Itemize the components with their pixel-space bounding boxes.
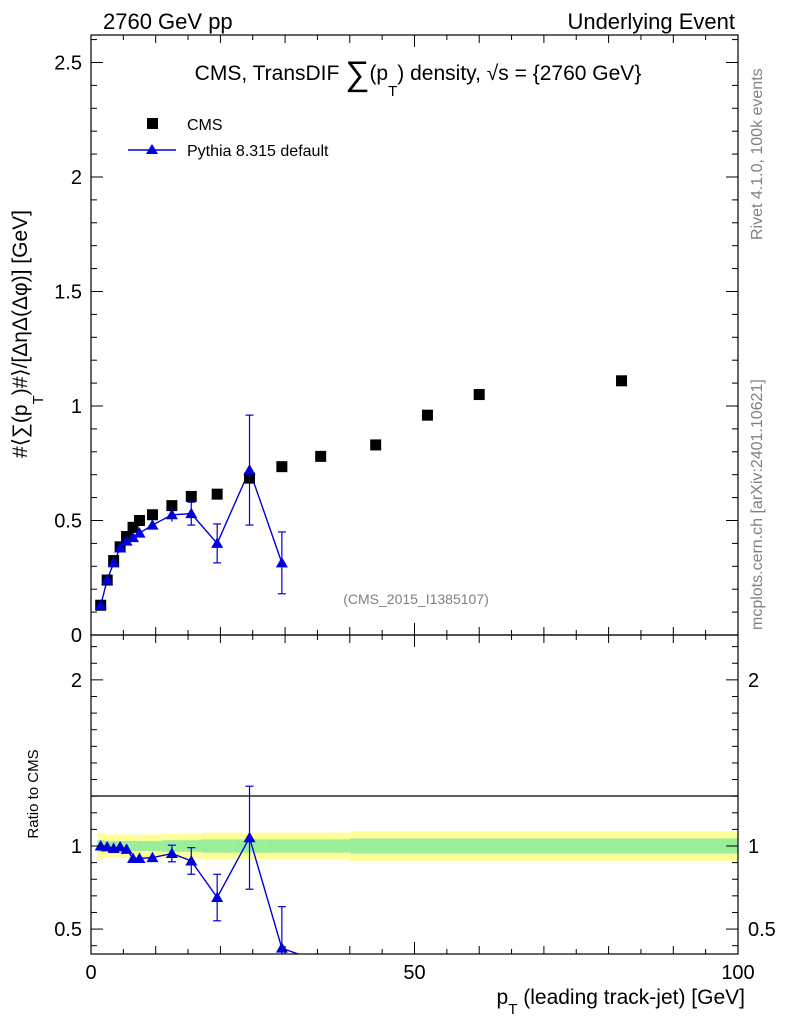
cms-point bbox=[473, 389, 485, 401]
ratio-ytick-label-right: 0.5 bbox=[748, 919, 776, 941]
cms-point bbox=[146, 509, 158, 521]
cms-point bbox=[421, 409, 433, 421]
cms-point bbox=[134, 514, 146, 526]
legend-label-pythia: Pythia 8.315 default bbox=[187, 143, 329, 160]
cms-point bbox=[616, 375, 628, 387]
cms-point bbox=[185, 490, 197, 502]
ratio-band-segment bbox=[142, 841, 163, 851]
ratio-ytick-label-right: 2 bbox=[748, 670, 759, 692]
xtick-label: 0 bbox=[85, 962, 96, 984]
cms-point bbox=[211, 488, 223, 500]
ratio-pythia-point bbox=[146, 851, 159, 863]
ratio-band-segment bbox=[129, 841, 137, 851]
ratio-ytick-label: 2 bbox=[71, 670, 82, 692]
xtick-label: 50 bbox=[403, 962, 425, 984]
pythia-point bbox=[133, 527, 146, 538]
pythia-point bbox=[146, 519, 159, 530]
ratio-band-segment bbox=[298, 839, 350, 853]
ratio-pythia-point bbox=[243, 831, 256, 843]
ratio-ytick-label: 0.5 bbox=[54, 919, 82, 941]
ratio-pythia-point bbox=[133, 852, 146, 863]
ratio-pythia-point bbox=[114, 840, 127, 852]
main-title: CMS, TransDIF ∑(pT) density, √s = {2760 … bbox=[195, 55, 642, 100]
ratio-band-segment bbox=[265, 839, 299, 853]
cms-point bbox=[127, 521, 139, 533]
ratio-series-layer bbox=[94, 785, 299, 954]
pythia-point bbox=[101, 574, 114, 585]
pythia-point bbox=[94, 599, 107, 610]
header-left: 2760 GeV pp bbox=[103, 9, 233, 34]
main-series-layer bbox=[94, 375, 628, 611]
pythia-point bbox=[120, 535, 133, 546]
ratio-band-segment bbox=[181, 840, 201, 852]
main-axes: 0 0.5 1 1.5 2 2.5 bbox=[54, 35, 739, 647]
main-ytick-label: 1 bbox=[71, 396, 82, 418]
main-ytick-label: 0 bbox=[71, 625, 82, 647]
ratio-ytick-label: 1 bbox=[71, 836, 82, 858]
ratio-pythia-point bbox=[211, 891, 224, 903]
ratio-band-segment bbox=[349, 838, 738, 854]
header-right: Underlying Event bbox=[567, 9, 735, 34]
main-ytick-label: 2 bbox=[71, 167, 82, 189]
ratio-bands-layer bbox=[97, 831, 738, 861]
ratio-panel: 0.5 0.5 1 1 2 2 0 50 100 Ratio to CMS pT (leadin… bbox=[25, 634, 776, 1018]
ratio-axes: 0.5 0.5 1 1 2 2 0 50 100 bbox=[54, 635, 776, 984]
legend-label-cms: CMS bbox=[187, 117, 223, 134]
legend-marker-pythia bbox=[146, 144, 158, 154]
pythia-point bbox=[243, 464, 256, 475]
cms-point bbox=[276, 461, 288, 473]
mcplots-label: mcplots.cern.ch [arXiv:2401.10621] bbox=[749, 379, 766, 630]
x-axis-label: pT (leading track-jet) [GeV] bbox=[497, 986, 745, 1018]
pythia-point bbox=[275, 556, 288, 568]
ratio-ytick-label-right: 1 bbox=[748, 836, 759, 858]
cms-point bbox=[315, 450, 327, 462]
ratio-pythia-point bbox=[185, 854, 198, 866]
cms-point bbox=[370, 439, 382, 451]
main-ytick-label: 1.5 bbox=[54, 281, 82, 303]
ratio-band-segment bbox=[136, 841, 143, 851]
main-ytick-label: 2.5 bbox=[54, 52, 82, 74]
ratio-pythia-point bbox=[165, 847, 178, 858]
analysis-watermark: (CMS_2015_I1385107) bbox=[343, 591, 489, 607]
pythia-point bbox=[185, 507, 198, 519]
main-ylabel: #⟨∑(pT)#⟩/[ΔηΔ(Δφ)] [GeV] bbox=[9, 210, 47, 458]
pythia-point bbox=[211, 537, 224, 548]
pythia-point bbox=[107, 556, 120, 568]
cms-point bbox=[166, 500, 178, 512]
pythia-point bbox=[165, 508, 178, 520]
ratio-frame bbox=[90, 634, 739, 955]
xtick-label: 100 bbox=[721, 962, 754, 984]
main-ytick-label: 0.5 bbox=[54, 510, 82, 532]
main-panel: 0 0.5 1 1.5 2 2.5 CMS, TransDIF ∑(pT) density… bbox=[9, 34, 739, 647]
pythia-point bbox=[114, 541, 127, 553]
legend-marker-cms bbox=[147, 118, 158, 129]
ratio-ylabel: Ratio to CMS bbox=[25, 749, 42, 838]
ratio-band-segment bbox=[200, 839, 234, 853]
legend: CMS Pythia 8.315 default bbox=[128, 117, 329, 160]
pythia-point bbox=[127, 531, 140, 543]
ratio-pythia-point bbox=[275, 942, 288, 953]
rivet-label: Rivet 4.1.0, 100k events bbox=[749, 68, 766, 240]
ratio-pythia-point bbox=[120, 843, 133, 854]
